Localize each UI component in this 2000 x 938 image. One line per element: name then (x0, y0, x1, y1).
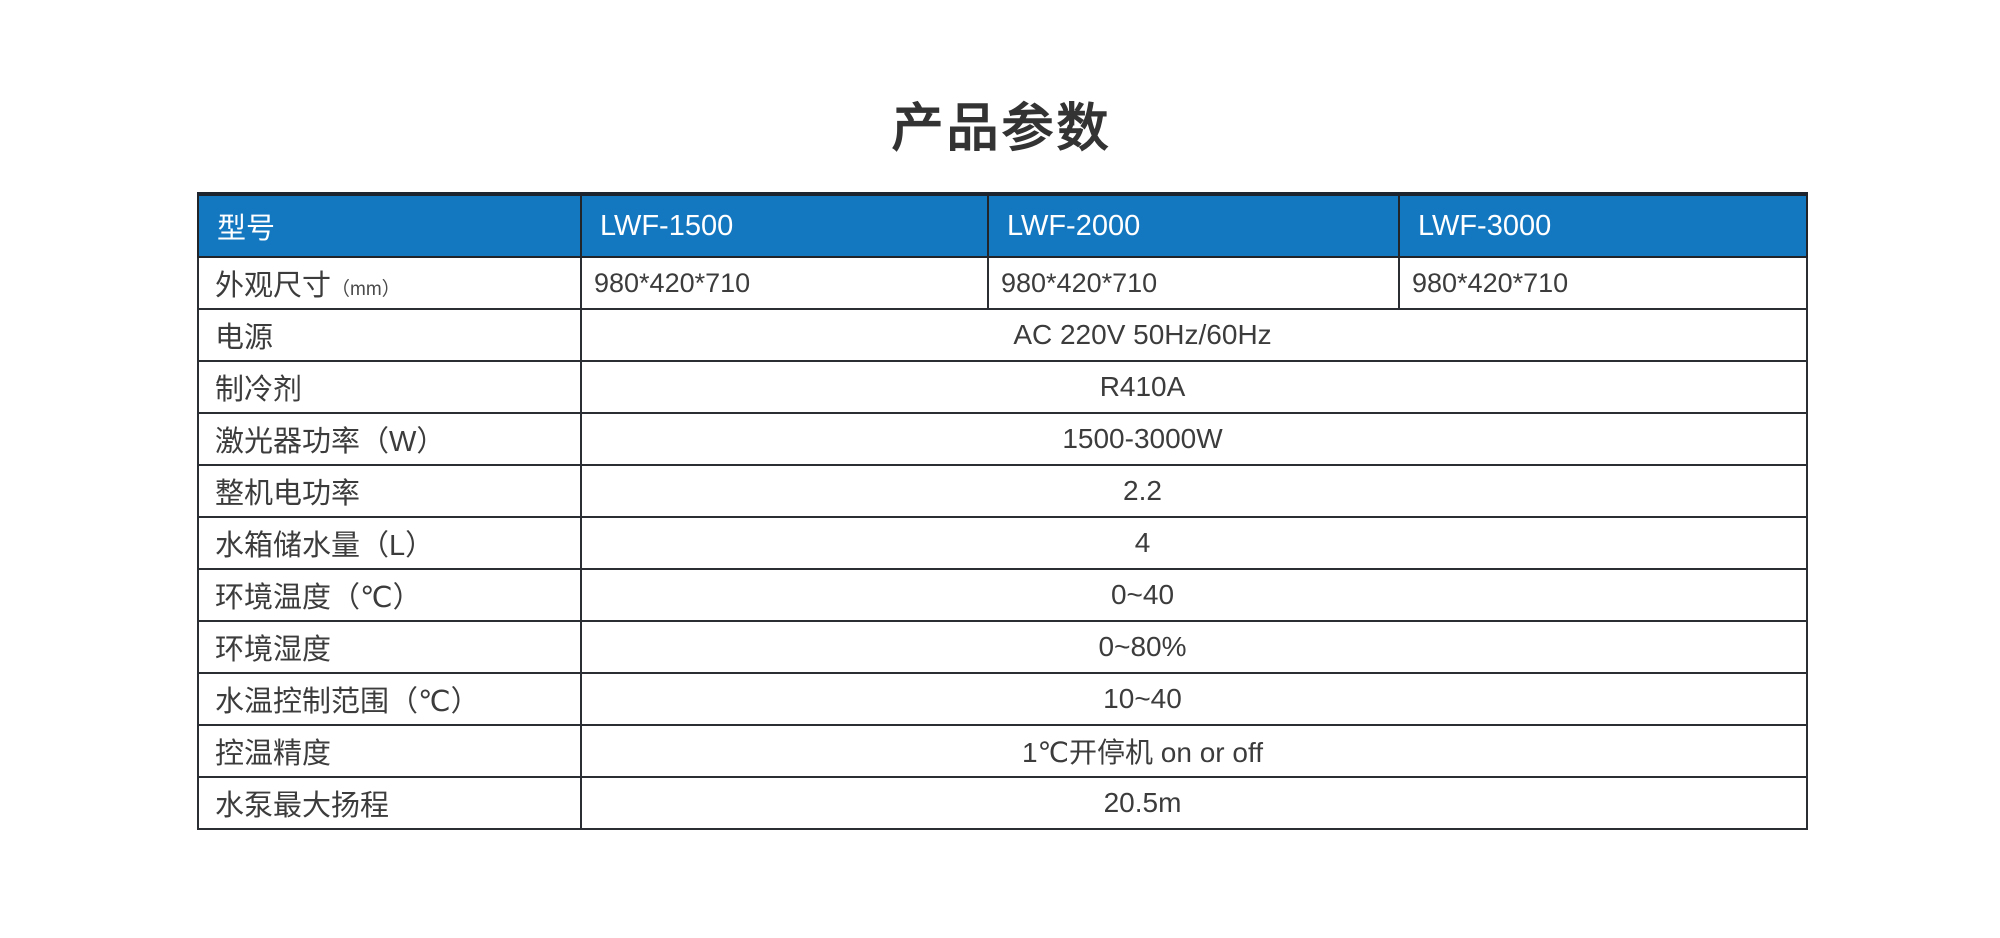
header-cell-lwf-1500: LWF-1500 (580, 192, 989, 258)
spec-label-text: 外观尺寸 (215, 270, 332, 302)
spec-value-cell: 1500-3000W (580, 412, 1808, 466)
table-row: 电源 AC 220V 50Hz/60Hz (197, 308, 1808, 362)
page-title: 产品参数 (891, 100, 1112, 158)
spec-row-label: 控温精度 (197, 724, 582, 778)
spec-label-unit-note: （mm） (331, 279, 401, 300)
table-header-row: 型号 LWF-1500 LWF-2000 LWF-3000 (197, 192, 1808, 258)
table-row: 水泵最大扬程 20.5m (197, 776, 1808, 830)
header-cell-lwf-3000: LWF-3000 (1398, 192, 1808, 258)
table-row: 水箱储水量（L） 4 (197, 516, 1808, 570)
spec-row-label: 外观尺寸（mm） (197, 256, 582, 310)
table-row: 水温控制范围（℃） 10~40 (197, 672, 1808, 726)
spec-value-cell: 4 (580, 516, 1808, 570)
spec-row-label: 环境温度（℃） (197, 568, 582, 622)
table-row: 制冷剂 R410A (197, 360, 1808, 414)
spec-value-cell: R410A (580, 360, 1808, 414)
spec-value-cell: 0~40 (580, 568, 1808, 622)
product-spec-table: 型号 LWF-1500 LWF-2000 LWF-3000 外观尺寸（mm） 9… (197, 192, 1808, 830)
spec-value-cell: 0~80% (580, 620, 1808, 674)
spec-value-cell: 10~40 (580, 672, 1808, 726)
table-row: 外观尺寸（mm） 980*420*710 980*420*710 980*420… (197, 256, 1808, 310)
table-row: 控温精度 1℃开停机 on or off (197, 724, 1808, 778)
table-row: 环境湿度 0~80% (197, 620, 1808, 674)
spec-value-cell: AC 220V 50Hz/60Hz (580, 308, 1808, 362)
spec-row-label: 水温控制范围（℃） (197, 672, 582, 726)
spec-row-label: 整机电功率 (197, 464, 582, 518)
spec-value-cell: 980*420*710 (987, 256, 1400, 310)
spec-value-cell: 1℃开停机 on or off (580, 724, 1808, 778)
spec-row-label: 激光器功率（W） (197, 412, 582, 466)
header-cell-model: 型号 (197, 192, 582, 258)
spec-row-label: 水箱储水量（L） (197, 516, 582, 570)
spec-row-label: 环境湿度 (197, 620, 582, 674)
spec-row-label: 电源 (197, 308, 582, 362)
spec-row-label: 制冷剂 (197, 360, 582, 414)
spec-value-cell: 980*420*710 (580, 256, 989, 310)
table-row: 环境温度（℃） 0~40 (197, 568, 1808, 622)
table-row: 整机电功率 2.2 (197, 464, 1808, 518)
spec-value-cell: 2.2 (580, 464, 1808, 518)
spec-row-label: 水泵最大扬程 (197, 776, 582, 830)
spec-value-cell: 20.5m (580, 776, 1808, 830)
spec-value-cell: 980*420*710 (1398, 256, 1808, 310)
table-row: 激光器功率（W） 1500-3000W (197, 412, 1808, 466)
header-cell-lwf-2000: LWF-2000 (987, 192, 1400, 258)
